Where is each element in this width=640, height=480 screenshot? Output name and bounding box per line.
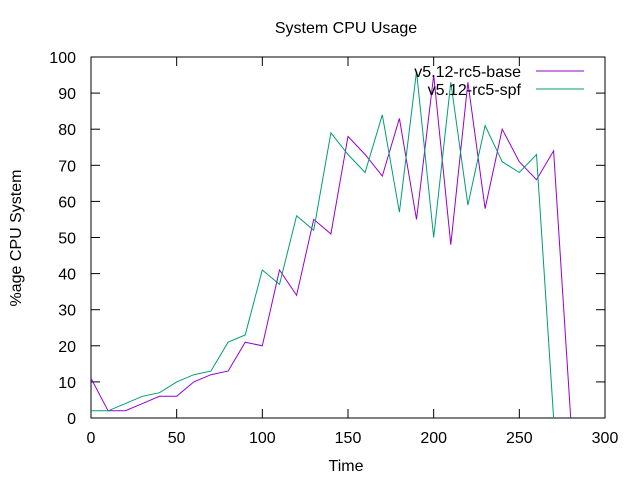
y-tick-label: 70 bbox=[58, 158, 76, 175]
chart-title: System CPU Usage bbox=[275, 20, 417, 37]
x-tick-label: 150 bbox=[335, 430, 362, 447]
y-axis-title: %age CPU System bbox=[8, 170, 25, 307]
y-tick-label: 80 bbox=[58, 122, 76, 139]
y-tick-label: 20 bbox=[58, 339, 76, 356]
y-tick-label: 60 bbox=[58, 194, 76, 211]
y-tick-label: 40 bbox=[58, 267, 76, 284]
y-tick-label: 0 bbox=[67, 411, 76, 428]
y-tick-label: 10 bbox=[58, 375, 76, 392]
x-tick-label: 50 bbox=[168, 430, 186, 447]
y-tick-label: 100 bbox=[49, 50, 76, 67]
series-line-1 bbox=[90, 75, 572, 419]
series-lines bbox=[90, 71, 572, 419]
x-tick-label: 0 bbox=[87, 430, 96, 447]
x-axis-title: Time bbox=[329, 458, 364, 475]
legend-label: v5.12-rc5-base bbox=[414, 64, 521, 81]
x-tick-label: 200 bbox=[420, 430, 447, 447]
legend-label: v5.12-rc5-spf bbox=[428, 82, 522, 99]
series-line-2 bbox=[91, 71, 555, 419]
x-tick-label: 300 bbox=[592, 430, 619, 447]
plot-frame bbox=[90, 56, 606, 419]
y-tick-label: 30 bbox=[58, 303, 76, 320]
y-axis: 0 10 20 30 40 50 60 70 80 90 100 bbox=[49, 50, 605, 428]
plot-border bbox=[90, 56, 606, 419]
x-tick-label: 250 bbox=[506, 430, 533, 447]
x-tick-label: 100 bbox=[249, 430, 276, 447]
y-tick-label: 50 bbox=[58, 231, 76, 248]
y-tick-label: 90 bbox=[58, 86, 76, 103]
